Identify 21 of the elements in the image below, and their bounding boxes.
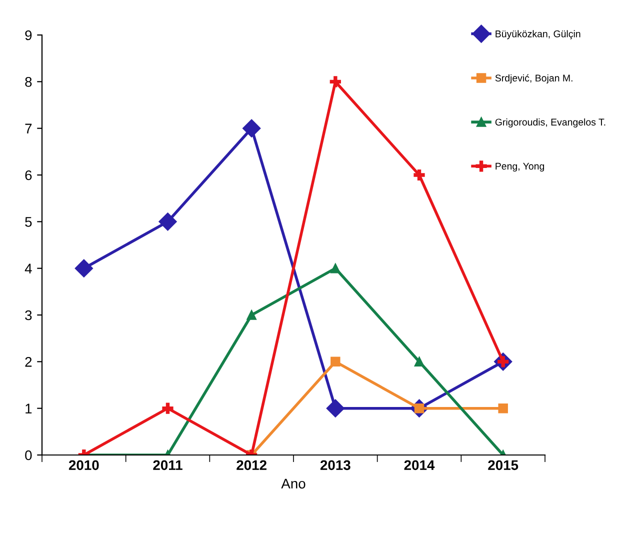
legend-label: Srdjević, Bojan M.	[495, 74, 572, 84]
x-axis-title: Ano	[281, 478, 306, 489]
y-tick-label: 6	[25, 170, 32, 180]
x-tick-label: 2011	[153, 460, 182, 470]
y-tick-label: 2	[25, 357, 32, 367]
y-tick-label: 0	[25, 450, 32, 460]
y-tick-label: 5	[25, 217, 32, 227]
legend-label: Peng, Yong	[496, 162, 544, 172]
x-tick-label: 2013	[320, 460, 350, 470]
y-tick-label: 8	[25, 77, 32, 87]
y-tick-label: 3	[25, 310, 32, 320]
y-tick-label: 9	[25, 30, 32, 40]
x-tick-label: 2010	[68, 460, 99, 470]
y-tick-label: 4	[24, 264, 32, 274]
y-tick-label: 7	[25, 124, 32, 134]
legend-label: Büyüközkan, Gülçin	[496, 30, 580, 40]
y-tick-label: 1	[26, 404, 32, 414]
x-tick-label: 2012	[236, 460, 266, 470]
x-tick-label: 2015	[488, 460, 518, 470]
x-tick-label: 2014	[404, 460, 435, 470]
legend-label: Grigoroudis, Evangelos T.	[495, 118, 606, 128]
